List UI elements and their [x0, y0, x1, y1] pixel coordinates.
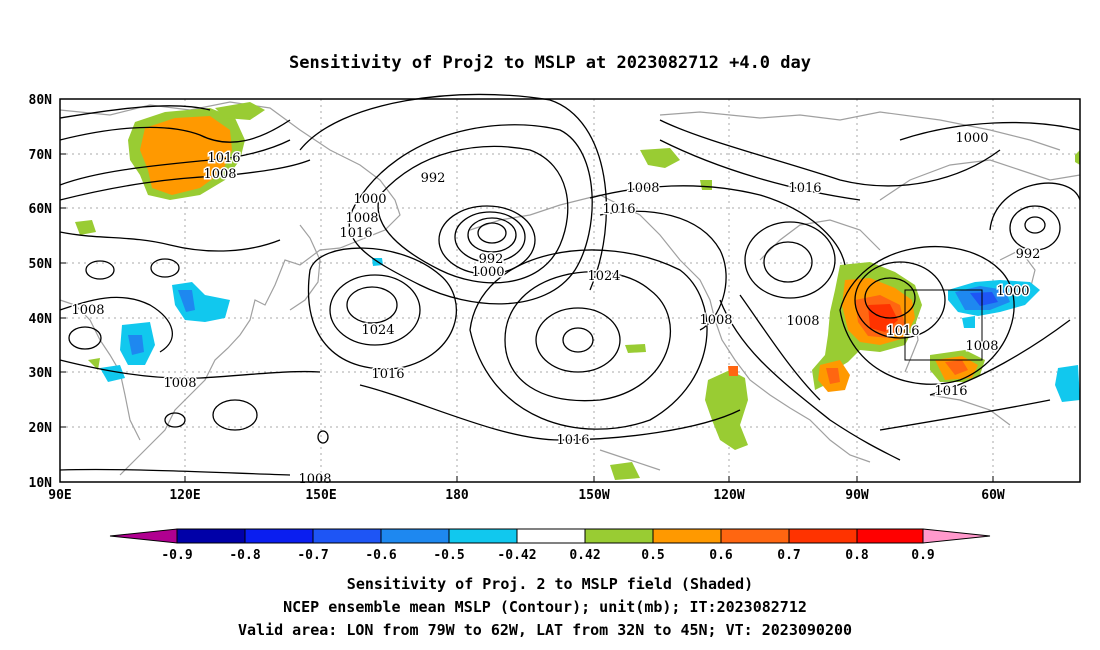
lon-label: 60W [981, 488, 1005, 503]
colorbar-tick-label: -0.8 [229, 548, 260, 563]
caption-line: Sensitivity of Proj. 2 to MSLP field (Sh… [347, 575, 753, 593]
colorbar-segment [584, 528, 654, 544]
colorbar-tick-label: -0.5 [433, 548, 464, 563]
contour-labels: 1016 1008 992 1000 1008 1016 992 1000 10… [70, 130, 1042, 489]
contour-label: 1016 [788, 181, 821, 196]
colorbar-tick-label: 0.42 [569, 548, 600, 563]
figure-title: Sensitivity of Proj2 to MSLP at 20230827… [289, 53, 811, 73]
caption-line: Valid area: LON from 79W to 62W, LAT fro… [238, 621, 852, 639]
contour-label: 1016 [339, 226, 372, 241]
contour-label: 1000 [996, 284, 1029, 299]
contour-label: 1024 [361, 323, 394, 338]
lat-label: 30N [29, 366, 53, 381]
caption-line: NCEP ensemble mean MSLP (Contour); unit(… [283, 598, 807, 616]
contour-label: 1000 [353, 192, 386, 207]
colorbar-segment [856, 528, 924, 544]
map-frame [59, 98, 1081, 483]
colorbar-segment [516, 528, 586, 544]
colorbar-segment [380, 528, 450, 544]
colorbar-segment [788, 528, 858, 544]
lat-label: 80N [29, 93, 53, 108]
mslp-contours [59, 93, 1081, 476]
axis-ticks [60, 98, 994, 483]
colorbar-segment [448, 528, 518, 544]
lon-label: 120W [713, 488, 744, 503]
valid-area-box [904, 289, 983, 361]
longitude-labels: 90E 120E 150E 180 150W 120W 90W 60W [48, 488, 1005, 503]
lon-label: 150E [305, 488, 336, 503]
lat-label: 70N [29, 148, 53, 163]
latitude-labels: 80N 70N 60N 50N 40N 30N 20N 10N [29, 93, 53, 491]
colorbar-right-triangle [922, 528, 991, 544]
lat-label: 10N [29, 476, 53, 491]
contour-label: 1008 [699, 313, 732, 328]
lat-label: 40N [29, 312, 53, 327]
colorbar-segment [312, 528, 382, 544]
contour-label: 1000 [955, 131, 988, 146]
colorbar-tick-label: 0.9 [911, 548, 934, 563]
contour-label: 992 [1016, 247, 1041, 262]
colorbar-tick-label: 0.8 [845, 548, 869, 563]
lon-label: 90W [845, 488, 869, 503]
colorbar-tick-label: -0.9 [161, 548, 192, 563]
colorbar-tick-label: -0.7 [297, 548, 328, 563]
colorbar-segment [176, 528, 246, 544]
lon-label: 150W [578, 488, 609, 503]
contour-label: 992 [479, 252, 504, 267]
contour-label: 1016 [934, 384, 967, 399]
colorbar-segment [244, 528, 314, 544]
contour-label: 1016 [207, 151, 240, 166]
contour-label: 992 [421, 171, 446, 186]
contour-label: 1008 [965, 339, 998, 354]
contour-label: 1008 [786, 314, 819, 329]
lon-label: 90E [48, 488, 71, 503]
contour-label: 1016 [371, 367, 404, 382]
colorbar-tick-label: 0.7 [777, 548, 800, 563]
contour-label: 1008 [626, 181, 659, 196]
contour-label: 1000 [471, 265, 504, 280]
colorbar: -0.9 -0.8 -0.7 -0.6 -0.5 -0.42 0.42 0.5 … [109, 528, 991, 563]
lat-label: 20N [29, 421, 53, 436]
contour-label: 1008 [203, 167, 236, 182]
contour-label: 1008 [163, 376, 196, 391]
colorbar-tick-label: -0.6 [365, 548, 396, 563]
lat-label: 60N [29, 202, 53, 217]
colorbar-tick-label: 0.5 [641, 548, 664, 563]
map-panel: 1016 1008 992 1000 1008 1016 992 1000 10… [59, 93, 1081, 489]
contour-label: 1016 [602, 202, 635, 217]
lon-label: 180 [445, 488, 469, 503]
colorbar-segment [720, 528, 790, 544]
lat-label: 50N [29, 257, 53, 272]
captions: Sensitivity of Proj. 2 to MSLP field (Sh… [238, 575, 852, 639]
contour-label: 1016 [886, 324, 919, 339]
colorbar-tick-label: -0.42 [497, 548, 536, 563]
colorbar-tick-label: 0.6 [709, 548, 733, 563]
contour-label: 1016 [556, 433, 589, 448]
colorbar-left-triangle [109, 528, 178, 544]
lon-label: 120E [169, 488, 200, 503]
contour-label: 1008 [71, 303, 104, 318]
contour-label: 1008 [298, 472, 331, 487]
contour-label: 1024 [587, 269, 620, 284]
colorbar-segment [652, 528, 722, 544]
contour-label: 1008 [345, 211, 378, 226]
